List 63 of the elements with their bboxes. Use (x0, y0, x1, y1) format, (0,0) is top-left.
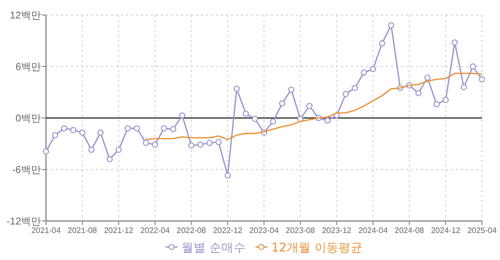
point (288, 86, 294, 93)
point (152, 142, 158, 148)
x-tick-label: 2024-12 (430, 226, 461, 235)
point (142, 140, 150, 146)
point (52, 132, 58, 138)
point (242, 110, 249, 117)
x-tick-label: 2024-08 (394, 226, 425, 235)
point (478, 76, 486, 82)
point (470, 63, 476, 70)
point (79, 129, 86, 136)
point (324, 117, 331, 124)
point (352, 84, 358, 92)
point (460, 84, 467, 90)
x-tick-label: 2022-04 (140, 226, 170, 235)
point (433, 101, 440, 108)
point (306, 102, 313, 110)
point (442, 96, 449, 104)
x-tick-label: 2021-04 (31, 226, 62, 235)
x-tick-label: 2024-04 (358, 226, 388, 235)
point (206, 140, 213, 146)
x-tick-label: 2021-12 (104, 226, 134, 235)
y-tick-label: 12백만 (10, 10, 41, 22)
legend-label: 월별 순매수 (182, 240, 246, 254)
point (415, 90, 422, 96)
point (88, 146, 95, 153)
point (97, 129, 104, 136)
point (279, 100, 286, 107)
x-tick-label: 2023-08 (286, 226, 316, 235)
point (452, 39, 458, 46)
point (370, 66, 376, 72)
y-tick-label: -6백만 (12, 165, 41, 176)
point (179, 112, 186, 119)
point (378, 40, 386, 46)
point (124, 125, 131, 132)
x-tick-label: 2023-12 (322, 226, 352, 235)
point (160, 125, 168, 132)
point (134, 125, 140, 132)
x-tick-label: 2021-08 (68, 226, 98, 235)
point (42, 148, 50, 155)
x-tick-label: 2022-08 (176, 226, 207, 235)
point (188, 142, 194, 149)
legend-label: 12개월 이동평균 (271, 240, 362, 254)
point (342, 90, 349, 98)
y-tick-label: 0백만 (15, 114, 41, 124)
x-tick-label: 2023-04 (249, 226, 280, 235)
y-tick-label: 6백만 (15, 62, 41, 73)
y-tick-label: -12백만 (6, 216, 41, 228)
point (70, 126, 76, 134)
x-tick-label: 2025-04 (467, 226, 498, 235)
point (170, 126, 176, 132)
point (116, 146, 122, 153)
point (61, 125, 68, 132)
x-tick-label: 2022-12 (212, 226, 243, 235)
point (424, 74, 431, 81)
point (224, 172, 231, 179)
point (106, 156, 113, 162)
point (197, 142, 204, 148)
point (360, 69, 368, 76)
point (234, 86, 240, 92)
point (270, 118, 276, 125)
point (215, 138, 222, 146)
point (252, 116, 258, 122)
point (388, 22, 394, 28)
